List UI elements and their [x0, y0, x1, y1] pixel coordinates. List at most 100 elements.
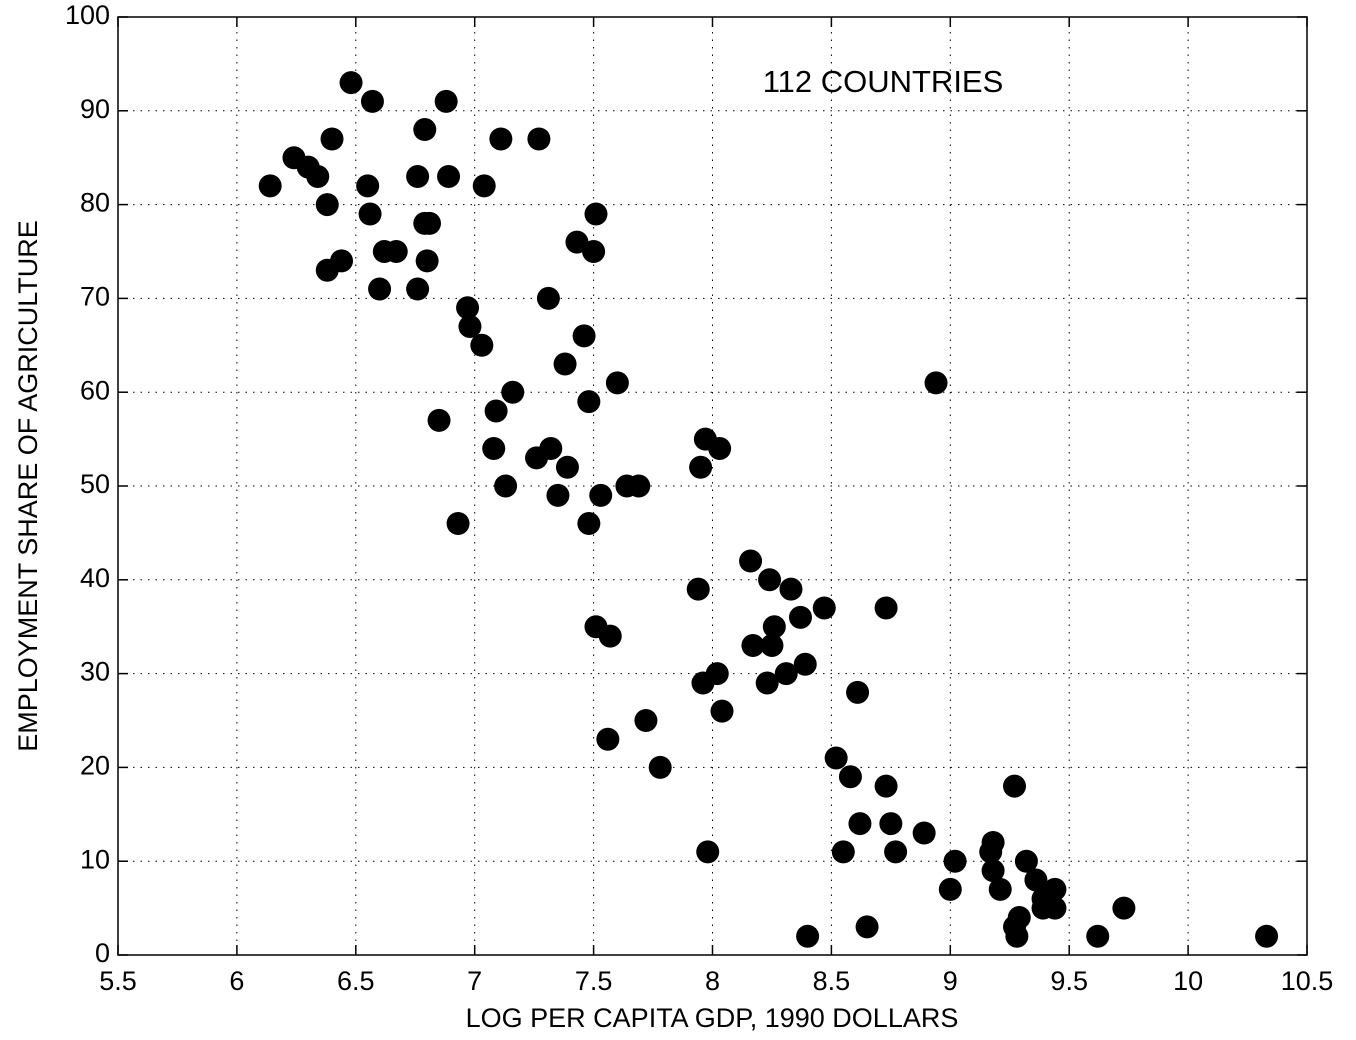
point	[1005, 924, 1029, 948]
point	[320, 127, 344, 151]
point	[938, 877, 962, 901]
x-tick-label: 10	[1173, 966, 1203, 996]
point	[555, 455, 579, 479]
y-tick-label: 90	[80, 94, 110, 124]
point	[627, 474, 651, 498]
point	[648, 755, 672, 779]
point	[848, 812, 872, 836]
point	[489, 127, 513, 151]
point	[527, 127, 551, 151]
y-tick-label: 40	[80, 563, 110, 593]
x-tick-label: 8.5	[813, 966, 851, 996]
annotation: 112 COUNTRIES	[763, 64, 1004, 99]
point	[368, 277, 392, 301]
point	[758, 568, 782, 592]
point	[1024, 868, 1048, 892]
y-tick-label: 30	[80, 657, 110, 687]
point	[456, 296, 480, 320]
point	[838, 765, 862, 789]
y-tick-label: 20	[80, 751, 110, 781]
x-tick-label: 10.5	[1281, 966, 1334, 996]
point	[577, 390, 601, 414]
point	[258, 174, 282, 198]
point	[634, 709, 658, 732]
point	[546, 483, 570, 507]
point	[356, 174, 380, 198]
point	[415, 249, 439, 273]
point	[1086, 924, 1110, 948]
x-tick-label: 9.5	[1050, 966, 1088, 996]
point	[762, 615, 786, 639]
point	[788, 605, 812, 629]
point	[358, 202, 382, 226]
point	[884, 840, 908, 864]
point	[1255, 924, 1279, 948]
point	[812, 596, 836, 620]
point	[598, 624, 622, 648]
point	[981, 830, 1005, 854]
point	[874, 596, 898, 620]
point	[572, 324, 596, 348]
point	[437, 164, 461, 188]
point	[739, 549, 763, 573]
point	[306, 164, 330, 188]
point	[553, 352, 577, 376]
point	[584, 202, 608, 226]
point	[605, 371, 629, 395]
point	[874, 774, 898, 798]
x-tick-label: 8	[705, 966, 720, 996]
y-tick-label: 70	[80, 282, 110, 312]
x-tick-label: 6.5	[337, 966, 375, 996]
x-tick-label: 6	[229, 966, 244, 996]
point	[1043, 896, 1067, 920]
point	[577, 512, 601, 536]
point	[774, 662, 798, 686]
point	[315, 193, 339, 217]
point	[824, 746, 848, 770]
point	[912, 821, 936, 845]
y-tick-label: 10	[80, 844, 110, 874]
point	[434, 89, 458, 113]
point	[406, 164, 430, 188]
point	[494, 474, 518, 498]
point	[689, 455, 713, 479]
point	[796, 924, 820, 948]
x-tick-label: 9	[943, 966, 958, 996]
point	[501, 380, 525, 404]
point	[741, 633, 765, 657]
point	[384, 240, 408, 263]
point	[339, 71, 363, 95]
point	[1043, 877, 1067, 901]
y-axis-label: EMPLOYMENT SHARE OF AGRICULTURE	[13, 220, 43, 752]
point	[470, 333, 494, 357]
point	[589, 483, 613, 507]
y-tick-label: 0	[95, 938, 110, 968]
point	[708, 436, 732, 460]
point	[596, 727, 620, 751]
point	[536, 286, 560, 310]
point	[418, 211, 442, 235]
point	[482, 436, 506, 460]
point	[831, 840, 855, 864]
point	[330, 249, 354, 273]
point	[988, 877, 1012, 901]
point	[1014, 849, 1038, 873]
point	[446, 512, 470, 536]
point	[484, 399, 508, 423]
point	[793, 652, 817, 676]
point	[855, 915, 879, 939]
x-axis-label: LOG PER CAPITA GDP, 1990 DOLLARS	[466, 1003, 959, 1033]
point	[705, 662, 729, 686]
point	[846, 680, 870, 704]
point	[406, 277, 430, 301]
point	[1112, 896, 1136, 920]
point	[779, 577, 803, 601]
point	[1007, 905, 1031, 929]
point	[760, 633, 784, 657]
y-tick-label: 80	[80, 188, 110, 218]
point	[696, 840, 720, 864]
point	[943, 849, 967, 873]
point	[360, 89, 384, 113]
point	[879, 812, 903, 836]
